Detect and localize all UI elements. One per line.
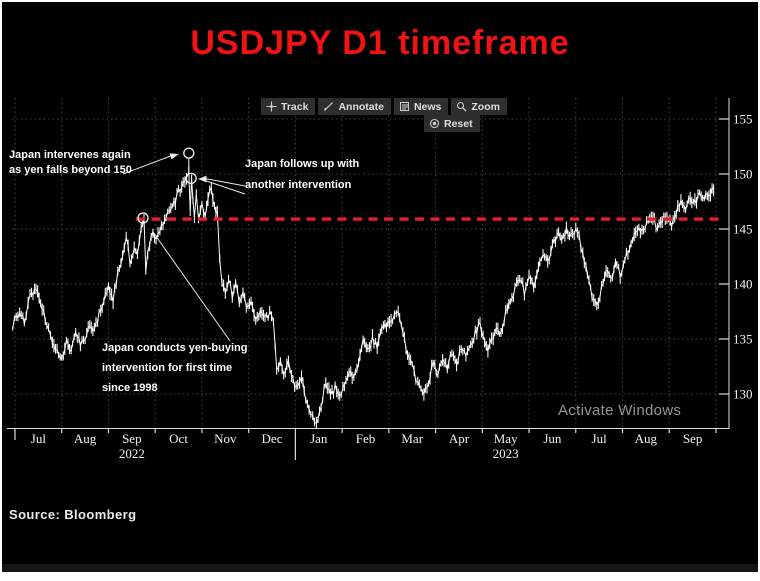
track-label: Track	[281, 100, 309, 113]
annotation-follows-up: Japan follows up with another interventi…	[245, 158, 360, 191]
x-tick-label: Nov	[214, 431, 237, 446]
gridlines	[12, 98, 724, 427]
x-tick-label: Feb	[356, 431, 376, 446]
x-tick-label: Sep	[122, 431, 142, 446]
annotation-first-intervention: Japan conducts yen-buying intervention f…	[102, 342, 248, 394]
y-tick-label: 130	[733, 387, 753, 402]
zoom-magnifier-icon	[457, 101, 467, 112]
x-tick-label: Jun	[543, 431, 562, 446]
page-title: USDJPY D1 timeframe	[190, 24, 570, 62]
y-tick-label: 135	[733, 332, 753, 347]
event-marker-circle	[183, 147, 195, 159]
reset-button[interactable]: Reset	[424, 115, 480, 132]
x-tick-label: Jul	[31, 431, 47, 446]
arrow-line-followup-1	[204, 178, 246, 187]
track-button[interactable]: Track	[261, 98, 316, 115]
leader-line-first-intervention	[152, 231, 231, 342]
arrowhead-followup	[198, 175, 207, 183]
y-tick-label: 150	[733, 167, 753, 182]
event-marker-circle	[185, 172, 197, 185]
annotate-pencil-icon	[324, 102, 334, 111]
chart-toolbar: Track Annotate News Zoom	[261, 98, 507, 115]
x-tick-label: Dec	[262, 431, 283, 446]
event-marker-circle	[137, 212, 149, 224]
x-tick-label: Oct	[169, 431, 188, 446]
x-tick-label: Mar	[401, 431, 423, 446]
bottom-strip	[2, 564, 758, 572]
event-markers	[137, 147, 197, 224]
chart-toolbar-row2: Reset	[424, 115, 480, 132]
x-tick-label: May	[494, 431, 518, 446]
y-tick-label: 145	[733, 222, 753, 237]
x-tick-label: Aug	[635, 431, 658, 446]
annotate-label: Annotate	[338, 100, 384, 113]
price-series	[12, 166, 715, 429]
arrowhead-intervention-again	[169, 153, 179, 160]
news-label: News	[413, 100, 442, 113]
annotate-button[interactable]: Annotate	[318, 98, 391, 115]
x-tick-label: Jan	[310, 431, 328, 446]
x-tick-label: Apr	[449, 431, 470, 446]
source-label: Source: Bloomberg	[9, 507, 137, 522]
annotation-leader-lines	[122, 153, 246, 342]
activate-windows-watermark: Activate Windows	[558, 402, 682, 419]
arrow-line-intervention-again	[122, 155, 173, 175]
y-tick-label: 140	[733, 277, 753, 292]
annotation-intervenes-again: Japan intervenes again as yen falls beyo…	[9, 149, 132, 176]
track-crosshair-icon	[266, 101, 277, 112]
x-tick-label: Aug	[74, 431, 97, 446]
zoom-button[interactable]: Zoom	[451, 98, 507, 115]
x-tick-label: Sep	[683, 431, 703, 446]
news-document-icon	[399, 102, 409, 111]
reset-target-icon	[429, 118, 440, 129]
chart-canvas: USDJPY D1 timeframe 130 135 140 145 150 155 Ju…	[2, 2, 758, 572]
y-tick-label: 155	[733, 112, 753, 127]
news-button[interactable]: News	[393, 98, 449, 115]
year-label: 2023	[493, 446, 519, 461]
arrow-line-followup-2	[204, 180, 246, 195]
reset-label: Reset	[444, 117, 473, 130]
year-label: 2022	[119, 446, 145, 461]
x-tick-label: Jul	[592, 431, 608, 446]
zoom-label: Zoom	[471, 100, 500, 113]
